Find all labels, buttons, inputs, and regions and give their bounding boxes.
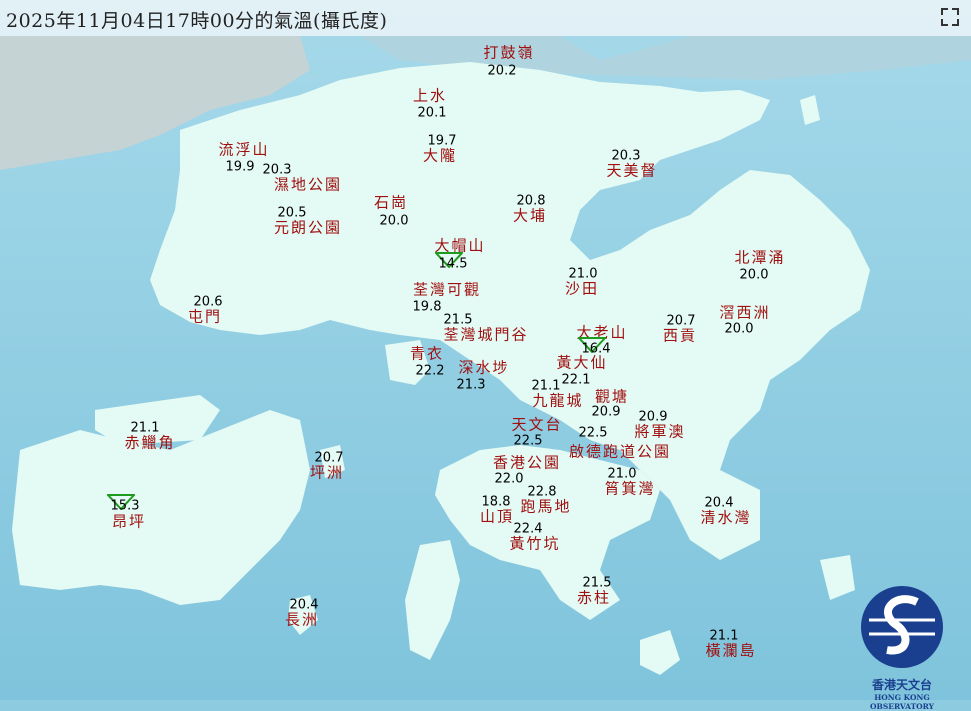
temperature-value: 22.2 [415, 363, 445, 379]
temperature-value: 20.4 [704, 495, 734, 511]
temperature-value: 21.5 [443, 312, 473, 328]
title-bar: 2025年11月04日17時00分的氣溫(攝氏度) [0, 0, 971, 36]
hko-logo-icon [861, 586, 943, 668]
temperature-value: 20.2 [487, 63, 517, 79]
station-name[interactable]: 長洲 [284, 610, 320, 629]
station-name[interactable]: 坪洲 [309, 463, 345, 482]
temperature-value: 21.5 [582, 575, 612, 591]
temperature-value: 18.8 [481, 494, 511, 510]
temperature-value: 20.0 [739, 267, 769, 283]
temperature-value: 22.5 [578, 425, 608, 441]
temperature-value: 20.0 [724, 321, 754, 337]
temperature-value: 21.1 [709, 628, 739, 644]
temperature-value: 20.7 [666, 313, 696, 329]
temperature-value: 19.9 [225, 159, 255, 175]
hko-logo[interactable]: 香港天文台 HONG KONG OBSERVATORY [852, 584, 952, 711]
temperature-value: 21.1 [531, 378, 561, 394]
station-name[interactable]: 屯門 [187, 307, 223, 326]
temperature-value: 21.1 [130, 420, 160, 436]
station-name[interactable]: 觀塘 [594, 387, 630, 406]
triangle-down-icon [435, 252, 463, 268]
station-name[interactable]: 黃竹坑 [509, 534, 561, 553]
temperature-value: 20.9 [591, 404, 621, 420]
station-name[interactable]: 青衣 [409, 344, 445, 363]
temperature-value: 20.5 [277, 205, 307, 221]
station-name[interactable]: 深水埗 [458, 358, 510, 377]
temperature-value: 20.8 [516, 193, 546, 209]
shenzhen-area [0, 36, 310, 170]
station-name[interactable]: 天美督 [606, 161, 658, 180]
station-name[interactable]: 赤柱 [576, 588, 612, 607]
station-name[interactable]: 流浮山 [218, 140, 270, 159]
station-name[interactable]: 大隴 [422, 146, 458, 165]
station-name[interactable]: 滘西洲 [719, 303, 771, 322]
triangle-down-icon [578, 337, 606, 353]
temperature-value: 19.8 [412, 299, 442, 315]
logo-en: HONG KONG OBSERVATORY [869, 693, 935, 711]
temperature-value: 20.6 [193, 294, 223, 310]
station-name[interactable]: 香港公園 [492, 453, 562, 472]
temperature-value: 21.3 [456, 377, 486, 393]
map-title: 2025年11月04日17時00分的氣溫(攝氏度) [6, 10, 388, 32]
land-cheung-chau [288, 595, 318, 635]
station-name[interactable]: 山頂 [479, 507, 515, 526]
land-lamma [405, 540, 460, 660]
station-name[interactable]: 昂坪 [111, 512, 147, 531]
temperature-value: 20.9 [638, 409, 668, 425]
station-name[interactable]: 啟德跑道公園 [568, 442, 672, 461]
station-name[interactable]: 跑馬地 [520, 497, 572, 516]
temperature-value: 20.3 [611, 148, 641, 164]
station-name[interactable]: 大埔 [512, 206, 548, 225]
station-name[interactable]: 元朗公園 [273, 218, 343, 237]
station-name[interactable]: 黃大仙 [556, 353, 608, 372]
temperature-value: 20.0 [379, 213, 409, 229]
temperature-value: 21.0 [568, 266, 598, 282]
temperature-value: 15.3 [110, 498, 140, 514]
temperature-value: 22.4 [513, 521, 543, 537]
land-waglan [640, 630, 680, 675]
logo-cn: 香港天文台 [871, 678, 932, 692]
station-name[interactable]: 濕地公園 [273, 175, 343, 194]
station-name[interactable]: 打鼓嶺 [483, 43, 535, 62]
temperature-value: 22.1 [561, 372, 591, 388]
station-name[interactable]: 九龍城 [532, 391, 584, 410]
temperature-value: 20.4 [289, 597, 319, 613]
station-name[interactable]: 赤鱲角 [124, 433, 176, 452]
temperature-value: 20.3 [262, 162, 292, 178]
station-name[interactable]: 大帽山 [434, 236, 486, 255]
station-name[interactable]: 上水 [412, 86, 448, 105]
station-name[interactable]: 荃灣城門谷 [443, 325, 529, 344]
land-new-territories [150, 62, 870, 560]
land-hk-island [435, 445, 660, 620]
temperature-value: 21.0 [607, 466, 637, 482]
temperature-value: 20.1 [417, 105, 447, 121]
land-airport [95, 395, 220, 445]
station-name[interactable]: 筲箕灣 [604, 479, 656, 498]
station-name[interactable]: 北潭涌 [734, 248, 786, 267]
station-name[interactable]: 將軍澳 [634, 422, 686, 441]
temperature-value: 19.7 [427, 133, 457, 149]
station-name[interactable]: 天文台 [511, 415, 563, 434]
temperature-value: 22.5 [513, 433, 543, 449]
station-name[interactable]: 橫瀾島 [705, 641, 757, 660]
station-name[interactable]: 石崗 [373, 193, 409, 212]
temperature-value: 16.4 [581, 341, 611, 357]
station-name[interactable]: 荃灣可觀 [412, 280, 482, 299]
expand-icon[interactable] [939, 6, 961, 28]
station-name[interactable]: 清水灣 [700, 508, 752, 527]
triangle-down-icon [107, 494, 135, 510]
land-lantau [12, 410, 310, 605]
land-peng-chau [320, 445, 345, 478]
land-tsing-yi [385, 340, 430, 385]
station-name[interactable]: 沙田 [564, 279, 600, 298]
station-name[interactable]: 西貢 [662, 326, 698, 345]
temperature-value: 22.0 [494, 471, 524, 487]
temperature-value: 20.7 [314, 450, 344, 466]
temperature-value: 22.8 [527, 484, 557, 500]
station-name[interactable]: 大老山 [576, 323, 628, 342]
temperature-value: 14.5 [438, 256, 468, 272]
